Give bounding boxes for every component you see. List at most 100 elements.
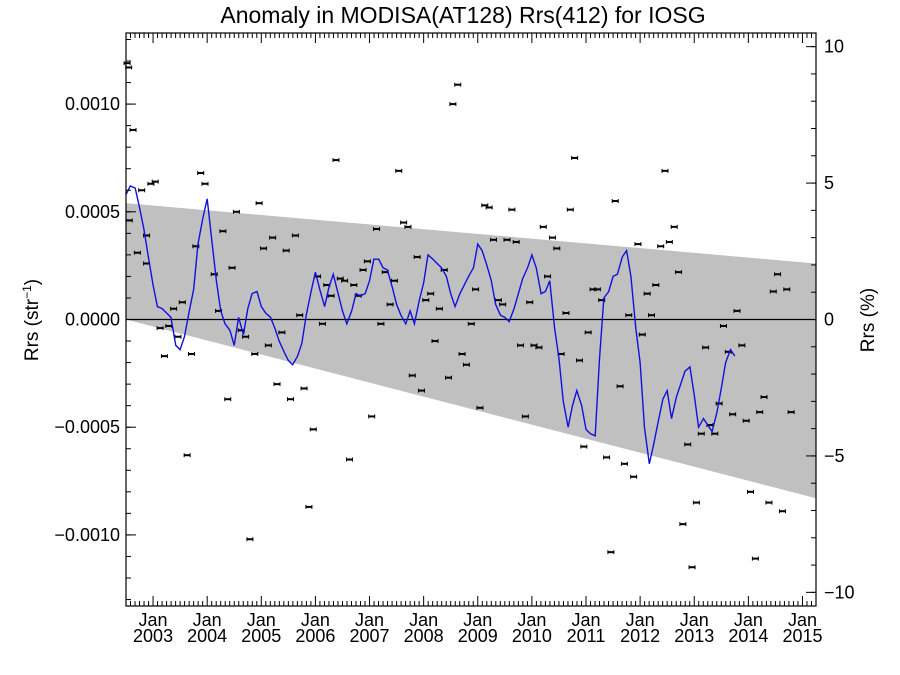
data-point [769,289,777,294]
x-tick-month-label: Jan [680,610,709,630]
data-point [485,205,493,210]
y-tick-label: −0.0005 [54,417,120,437]
x-tick-month-label: Jan [463,610,492,630]
data-point [521,414,529,419]
data-point [327,293,335,298]
x-tick-month-label: Jan [734,610,763,630]
data-point [462,362,470,367]
data-point [489,237,497,242]
x-tick-year-label: 2013 [674,626,714,646]
data-point [503,237,511,242]
data-point [584,330,592,335]
data-point [476,405,484,410]
uncertainty-band [126,203,816,499]
band-polygon [126,203,816,499]
x-tick-month-label: Jan [301,610,330,630]
data-point [408,373,416,378]
data-point [417,388,425,393]
data-point [435,306,443,311]
data-point [232,209,240,214]
data-point [363,259,371,264]
data-point [697,431,705,436]
data-point [197,171,205,176]
data-point [630,474,638,479]
data-point [593,287,601,292]
x-tick-month-label: Jan [193,610,222,630]
data-point [246,537,254,542]
data-point [580,444,588,449]
data-point [657,244,665,249]
data-point [170,306,178,311]
data-point [368,414,376,419]
y-tick-label: −0.0010 [54,525,120,545]
data-point [611,199,619,204]
data-point [472,287,480,292]
data-point [160,354,168,359]
data-point [760,395,768,400]
data-point [255,201,263,206]
x-tick-year-label: 2004 [187,626,227,646]
data-point [634,242,642,247]
x-tick-year-label: 2003 [133,626,173,646]
data-point [174,334,182,339]
data-point [431,339,439,344]
data-point [711,431,719,436]
data-point [413,255,421,260]
data-point [259,246,267,251]
data-point [620,461,628,466]
chart-title: Anomaly in MODISA(AT128) Rrs(412) for IO… [220,2,705,28]
series-line [125,185,736,464]
data-point [129,127,137,132]
y-right-tick-label: −10 [824,582,855,602]
x-tick-month-label: Jan [788,610,817,630]
data-point [692,500,700,505]
data-point [201,181,209,186]
data-point [133,250,141,255]
data-point [684,442,692,447]
data-point [535,345,543,350]
data-point [228,265,236,270]
y-right-tick-label: 5 [824,173,834,193]
data-point [638,332,646,337]
data-point [566,207,574,212]
data-point [738,343,746,348]
data-point [665,239,673,244]
data-point [309,427,317,432]
data-point [544,274,552,279]
data-point [183,453,191,458]
data-point [647,313,655,318]
data-point [454,82,462,87]
data-point [219,229,227,234]
data-point [499,302,507,307]
x-tick-year-label: 2009 [458,626,498,646]
y-tick-label: 0.0005 [65,202,120,222]
data-point [733,308,741,313]
data-point [224,397,232,402]
data-point [688,565,696,570]
data-point [774,272,782,277]
data-point [242,334,250,339]
y-tick-label: 0.0010 [65,94,120,114]
axes: 0.0010 0.0005 0.0000 −0.0005 −0.0010 10 5 0 −5 −1… [54,32,855,646]
data-point [445,375,453,380]
data-point [616,384,624,389]
data-point [427,291,435,296]
x-tick-year-label: 2010 [512,626,552,646]
x-tick-year-label: 2012 [620,626,660,646]
data-point [607,550,615,555]
data-point [273,382,281,387]
data-point [765,500,773,505]
x-tick-month-label: Jan [139,610,168,630]
x-tick-month-label: Jan [409,610,438,630]
data-point [756,410,764,415]
data-point [742,418,750,423]
x-tick-month-label: Jan [355,610,384,630]
data-point [422,298,430,303]
data-point [341,278,349,283]
x-tick-month-label: Jan [247,610,276,630]
data-point [151,179,159,184]
data-points [123,61,795,570]
data-point [296,313,304,318]
x-tick-month-label: Jan [517,610,546,630]
